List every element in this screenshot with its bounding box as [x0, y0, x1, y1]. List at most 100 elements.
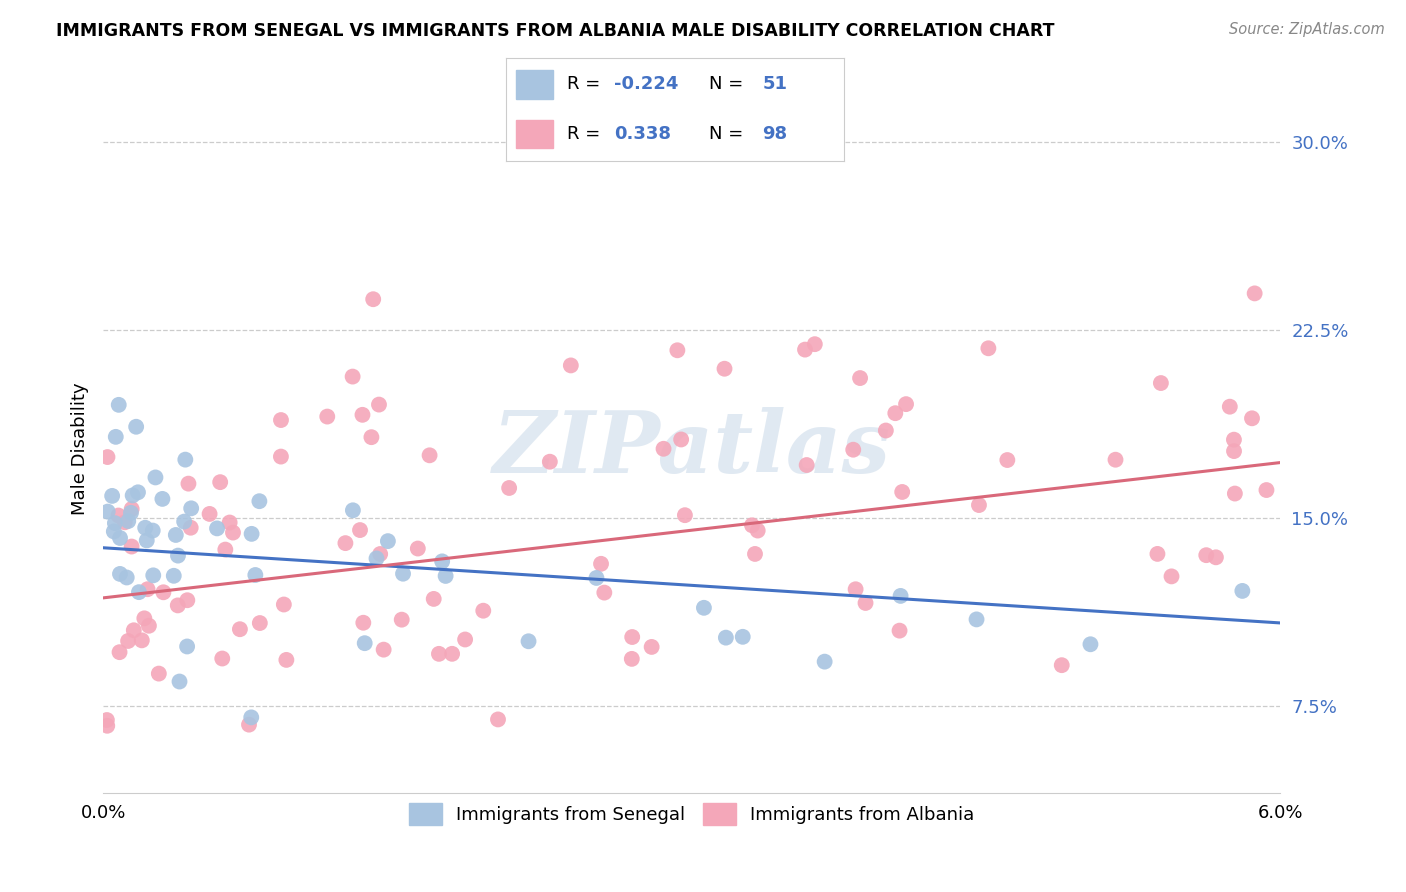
Point [1219, 400, 1241, 414]
Point [731, 630, 754, 644]
Point [1146, 547, 1168, 561]
Point [108, 645, 131, 659]
Point [1150, 376, 1173, 390]
Point [177, 476, 200, 491]
Point [222, 525, 245, 540]
Text: IMMIGRANTS FROM SENEGAL VS IMMIGRANTS FROM ALBANIA MALE DISABILITY CORRELATION C: IMMIGRANTS FROM SENEGAL VS IMMIGRANTS FR… [56, 22, 1054, 40]
Point [121, 488, 143, 502]
Point [1080, 637, 1102, 651]
Point [101, 489, 124, 503]
Point [138, 619, 160, 633]
Point [890, 589, 912, 603]
Point [166, 599, 188, 613]
Point [122, 624, 145, 638]
Point [142, 568, 165, 582]
Point [891, 485, 914, 500]
Point [96, 713, 118, 727]
Point [211, 651, 233, 665]
Point [845, 582, 868, 597]
Y-axis label: Male Disability: Male Disability [72, 383, 89, 515]
Text: 51: 51 [762, 75, 787, 93]
Point [392, 566, 415, 581]
Point [889, 624, 911, 638]
Point [741, 518, 763, 533]
Point [176, 593, 198, 607]
Point [360, 430, 382, 444]
Point [121, 540, 143, 554]
Point [128, 585, 150, 599]
Point [1223, 444, 1246, 458]
Point [174, 452, 197, 467]
Point [125, 419, 148, 434]
Text: -0.224: -0.224 [614, 75, 679, 93]
Point [240, 710, 263, 724]
Point [430, 554, 453, 568]
Text: 98: 98 [762, 125, 787, 143]
Point [894, 397, 917, 411]
Point [1104, 452, 1126, 467]
Legend: Immigrants from Senegal, Immigrants from Albania: Immigrants from Senegal, Immigrants from… [402, 796, 981, 832]
Point [353, 636, 375, 650]
Point [173, 515, 195, 529]
Point [127, 485, 149, 500]
Point [1195, 548, 1218, 562]
Point [108, 531, 131, 545]
Point [218, 516, 240, 530]
Point [245, 568, 267, 582]
Point [977, 341, 1000, 355]
Point [995, 453, 1018, 467]
Point [1160, 569, 1182, 583]
Point [121, 502, 143, 516]
Point [714, 631, 737, 645]
Point [391, 613, 413, 627]
Point [368, 398, 391, 412]
Point [117, 514, 139, 528]
Point [966, 612, 988, 626]
Point [165, 528, 187, 542]
Point [855, 596, 877, 610]
Point [169, 674, 191, 689]
Point [666, 343, 689, 358]
Point [884, 406, 907, 420]
Point [142, 524, 165, 538]
Point [967, 498, 990, 512]
Point [669, 433, 692, 447]
Point [419, 448, 441, 462]
Point [747, 524, 769, 538]
Point [145, 470, 167, 484]
Point [1256, 483, 1278, 497]
Point [498, 481, 520, 495]
Point [1243, 286, 1265, 301]
Point [713, 361, 735, 376]
Point [875, 424, 897, 438]
Point [486, 713, 509, 727]
Point [134, 521, 156, 535]
Point [152, 585, 174, 599]
Point [434, 569, 457, 583]
Point [114, 516, 136, 530]
Point [96, 450, 118, 464]
Point [97, 505, 120, 519]
Point [276, 653, 298, 667]
Point [107, 508, 129, 523]
Point [167, 549, 190, 563]
Point [198, 507, 221, 521]
Point [335, 536, 357, 550]
Point [342, 369, 364, 384]
Point [406, 541, 429, 556]
Point [1205, 550, 1227, 565]
Point [560, 359, 582, 373]
Point [247, 494, 270, 508]
Point [120, 506, 142, 520]
Point [366, 551, 388, 566]
Point [794, 343, 817, 357]
Point [352, 615, 374, 630]
Point [620, 652, 643, 666]
Point [229, 622, 252, 636]
Point [104, 516, 127, 530]
Point [368, 547, 391, 561]
Point [115, 570, 138, 584]
Point [349, 523, 371, 537]
Text: R =: R = [567, 125, 606, 143]
Point [209, 475, 232, 490]
